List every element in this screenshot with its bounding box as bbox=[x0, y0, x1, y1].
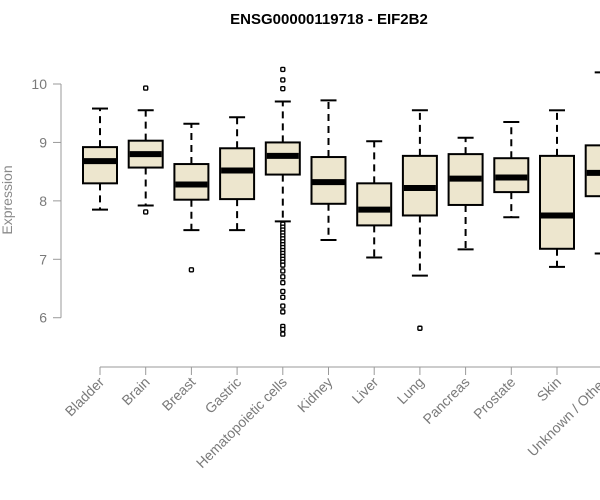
outlier-point bbox=[280, 262, 286, 268]
y-axis-label: Expression bbox=[0, 165, 15, 234]
box-prostate bbox=[493, 120, 530, 219]
outlier-point bbox=[280, 85, 286, 92]
outlier-point bbox=[280, 294, 286, 300]
outlier-point bbox=[142, 209, 149, 215]
box-gastric bbox=[219, 116, 256, 232]
x-tick-label: Kidney bbox=[294, 374, 336, 416]
outlier-point bbox=[280, 303, 286, 309]
outlier-point bbox=[280, 331, 286, 337]
box-skin bbox=[539, 109, 575, 268]
x-tick-label: Hematopoietic cells bbox=[193, 374, 290, 471]
outlier-point bbox=[188, 267, 195, 273]
outlier-point bbox=[280, 66, 286, 73]
box-brain bbox=[127, 85, 164, 215]
x-tick-label: Lung bbox=[394, 374, 427, 407]
x-tick-label: Pancreas bbox=[420, 374, 473, 427]
outlier-point bbox=[280, 279, 286, 286]
box-pancreas bbox=[447, 136, 484, 251]
y-tick-label: 6 bbox=[39, 310, 47, 326]
outlier-point bbox=[280, 77, 286, 83]
iqr-box bbox=[356, 182, 393, 227]
outlier-point bbox=[280, 288, 286, 295]
outlier-point bbox=[280, 309, 286, 315]
x-tick-label: Bladder bbox=[62, 374, 108, 420]
box-breast bbox=[173, 122, 210, 273]
box-bladder bbox=[82, 107, 118, 211]
iqr-box bbox=[219, 147, 256, 201]
y-tick-label: 8 bbox=[39, 193, 47, 209]
box-lung bbox=[401, 109, 438, 331]
box-group bbox=[82, 66, 600, 337]
outlier-point bbox=[280, 268, 286, 274]
x-tick-label: Liver bbox=[349, 374, 382, 407]
box-unknown-other bbox=[584, 71, 600, 255]
outlier-point bbox=[142, 85, 149, 91]
y-axis: 6 7 8 9 10 bbox=[31, 76, 600, 368]
outlier-point bbox=[417, 325, 423, 331]
box-liver bbox=[356, 140, 393, 259]
x-tick-label: Breast bbox=[159, 374, 199, 414]
x-tick-label: Prostate bbox=[470, 374, 518, 422]
x-tick-label: Gastric bbox=[202, 374, 245, 417]
iqr-box bbox=[82, 146, 118, 185]
iqr-box bbox=[539, 154, 575, 250]
y-tick-label: 10 bbox=[31, 76, 47, 92]
box-hematopoietic-cells bbox=[264, 66, 301, 337]
x-tick-label: Brain bbox=[118, 374, 152, 408]
y-tick-label: 9 bbox=[39, 134, 47, 150]
box-kidney bbox=[310, 99, 347, 242]
x-tick-label: Skin bbox=[534, 374, 565, 405]
y-tick-label: 7 bbox=[39, 251, 47, 267]
chart-title: ENSG00000119718 - EIF2B2 bbox=[230, 11, 428, 28]
outlier-point bbox=[280, 274, 286, 280]
outlier-point bbox=[280, 326, 286, 333]
